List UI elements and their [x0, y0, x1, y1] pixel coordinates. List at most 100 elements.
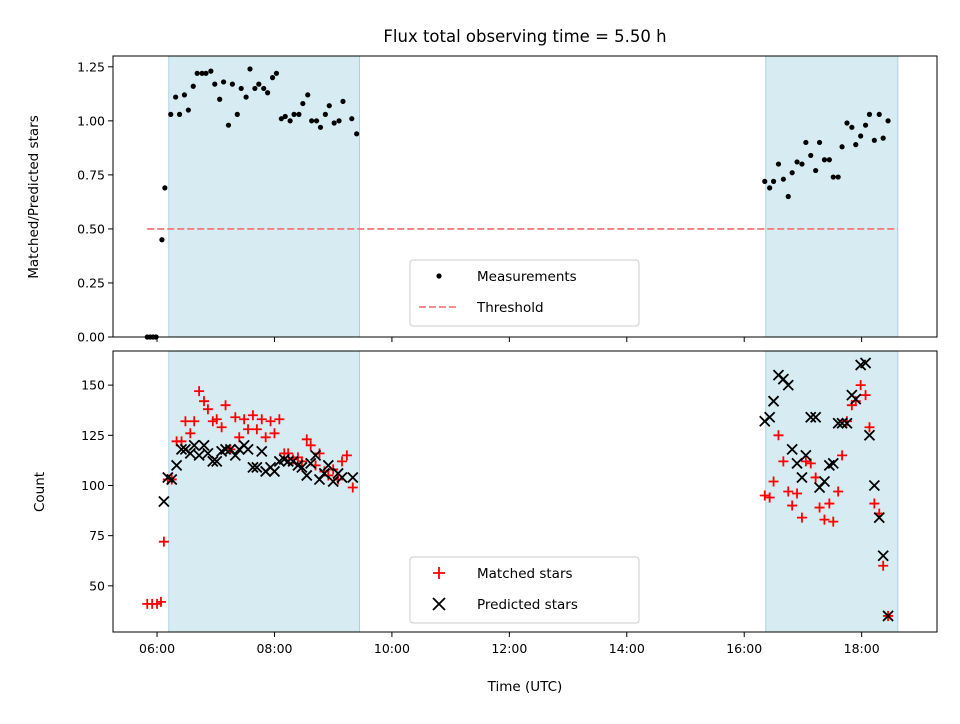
- count-series: [142, 357, 894, 622]
- matched-stars-point: [828, 516, 839, 527]
- predicted-stars-point: [805, 411, 817, 423]
- measurements-point: [269, 75, 276, 81]
- matched-stars-point: [792, 488, 803, 499]
- matched-stars-point: [347, 482, 358, 493]
- x-tick-label: 14:00: [609, 641, 645, 656]
- matched-stars-point: [860, 390, 871, 401]
- predicted-stars-point: [791, 457, 803, 470]
- predicted-stars-point: [882, 610, 894, 622]
- predicted-stars-point: [318, 467, 331, 480]
- matched-stars-point: [837, 450, 848, 461]
- measurements-point: [762, 178, 768, 184]
- matched-stars-point: [305, 440, 316, 451]
- matched-stars-point: [185, 428, 196, 439]
- measurements-point: [835, 174, 841, 180]
- predicted-stars-point: [764, 411, 776, 423]
- matched-stars-point: [180, 416, 191, 427]
- predicted-stars-point: [786, 443, 798, 455]
- predicted-stars-point: [859, 357, 872, 369]
- matched-stars-point: [759, 490, 770, 501]
- y-tick-label: 0.50: [77, 221, 105, 236]
- measurements-point: [849, 124, 855, 130]
- matched-stars-point: [764, 492, 775, 503]
- predicted-stars-point: [827, 457, 839, 470]
- count-y-label: Count: [32, 472, 48, 512]
- predicted-stars-point: [336, 471, 348, 484]
- predicted-stars-point: [268, 465, 281, 478]
- measurements-point: [309, 118, 315, 124]
- measurements-point: [839, 144, 845, 150]
- measurements-point: [212, 81, 218, 87]
- predicted-stars-point: [188, 439, 200, 451]
- measurements-point: [162, 185, 168, 191]
- predicted-stars-point: [166, 473, 178, 486]
- y-tick-label: 0.25: [77, 275, 105, 290]
- matched-stars-point: [833, 486, 844, 497]
- matched-stars-point: [824, 498, 835, 509]
- chart-title: Flux total observing time = 5.50 h: [383, 27, 666, 46]
- measurements-point: [203, 70, 209, 76]
- ratio-x-ticks: [156, 337, 863, 342]
- measurements-point: [866, 111, 873, 117]
- predicted-stars-point: [818, 475, 831, 488]
- predicted-stars-point: [868, 479, 881, 492]
- matched-stars-point: [211, 414, 222, 425]
- measurements-point: [300, 100, 306, 107]
- matched-stars-point: [341, 450, 352, 461]
- x-tick-label: 16:00: [726, 641, 762, 656]
- predicted-stars-point: [247, 461, 259, 474]
- predicted-stars-point: [158, 495, 170, 508]
- matched-stars-point: [260, 432, 271, 443]
- legend-marker-matched: [433, 567, 445, 579]
- y-tick-label: 0.00: [77, 330, 105, 345]
- matched-stars-point: [783, 486, 794, 497]
- predicted-stars-point: [282, 455, 294, 468]
- measurements-point: [826, 157, 832, 163]
- predicted-stars-point: [841, 417, 853, 429]
- matched-stars-point: [216, 422, 227, 433]
- legend-label-measurements: Measurements: [477, 269, 577, 285]
- measurements-point: [220, 79, 227, 85]
- ratio-y-ticks: 0.00 0.25 0.50 0.75 1.00 1.25: [77, 59, 113, 345]
- measurements-point: [238, 85, 244, 92]
- measurements-point: [803, 139, 809, 146]
- observing-window-shades: [168, 350, 899, 633]
- x-tick-label: 10:00: [374, 641, 410, 656]
- predicted-stars-point: [863, 429, 876, 441]
- legend-marker-predicted: [432, 597, 446, 611]
- measurements-point: [261, 85, 267, 92]
- count-x-ticks: 06:00 08:00 10:00 12:00 14:00 16:00 18:00: [139, 632, 880, 656]
- measurements-point: [354, 131, 360, 137]
- matched-stars-point: [265, 416, 276, 427]
- measurements-point: [252, 85, 258, 92]
- measurements-point: [349, 116, 355, 122]
- predicted-stars-point: [256, 445, 268, 457]
- predicted-stars-point: [251, 461, 263, 474]
- matched-stars-point: [778, 456, 789, 467]
- legend-label-threshold: Threshold: [476, 300, 544, 316]
- measurements-point: [331, 120, 337, 126]
- observing-window-shade: [765, 55, 899, 338]
- measurements-point: [229, 81, 235, 87]
- measurements-point: [816, 139, 823, 146]
- matched-stars-point: [155, 596, 166, 607]
- matched-stars-point: [855, 380, 866, 391]
- matched-stars-point: [199, 396, 210, 407]
- matched-stars-point: [810, 472, 821, 483]
- measurements-point: [853, 142, 859, 148]
- matched-stars-point: [230, 412, 241, 423]
- matched-stars-point: [251, 424, 262, 435]
- measurements-point: [190, 83, 196, 89]
- measurements-point: [789, 170, 795, 176]
- matched-stars-point: [301, 434, 312, 445]
- y-tick-label: 50: [89, 578, 105, 593]
- predicted-stars-point: [175, 443, 188, 455]
- matched-stars-point: [323, 470, 334, 481]
- matched-stars-point: [869, 498, 880, 509]
- measurements-point: [767, 185, 773, 191]
- x-tick-label: 06:00: [139, 641, 175, 656]
- matched-stars-point: [819, 514, 830, 525]
- predicted-stars-point: [782, 379, 794, 391]
- observing-window-shade: [168, 350, 361, 633]
